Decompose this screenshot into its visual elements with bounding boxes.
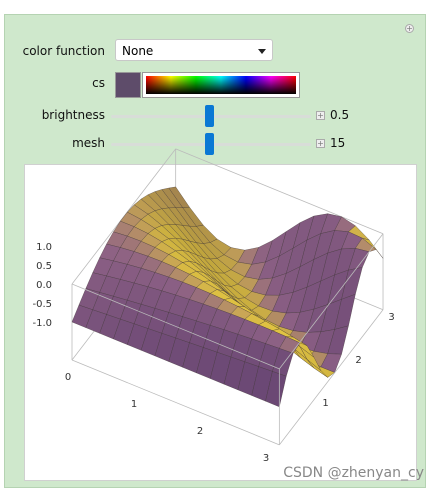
slider-value: 15 (330, 136, 346, 150)
box-edge (175, 148, 384, 235)
options-button[interactable]: + (405, 24, 414, 33)
gradient-swatch[interactable] (142, 72, 300, 98)
x-tick-label: 1 (131, 399, 137, 410)
expand-button[interactable]: + (316, 111, 325, 120)
dropdown[interactable]: None (115, 39, 273, 61)
z-tick-label: -1.0 (32, 318, 52, 329)
y-tick-label: 1 (322, 398, 328, 409)
slider-thumb[interactable] (205, 133, 214, 155)
x-tick-label: 2 (197, 426, 203, 437)
z-tick-label: -0.5 (32, 299, 52, 310)
x-tick-label: 3 (263, 453, 269, 464)
label: color function (22, 44, 105, 58)
box-edge (279, 309, 384, 446)
z-tick-label: 0.5 (36, 261, 52, 272)
y-tick-label: 2 (355, 355, 361, 366)
slider-thumb[interactable] (205, 105, 214, 127)
color-swatch[interactable] (115, 72, 141, 98)
z-tick-label: 0.0 (36, 280, 52, 291)
watermark: CSDN @zhenyan_cy (283, 465, 424, 481)
y-tick-label: 3 (388, 312, 394, 323)
slider-value: 0.5 (330, 108, 350, 122)
box-edge (71, 283, 280, 370)
gradient (146, 76, 296, 94)
x-tick-label: 0 (65, 372, 71, 383)
expand-button[interactable]: + (316, 139, 325, 148)
z-tick-label: 1.0 (36, 242, 52, 253)
label: cs (92, 76, 105, 90)
label: brightness (41, 108, 105, 122)
box-edge (279, 233, 384, 370)
box-edge (71, 359, 280, 446)
label: mesh (72, 136, 105, 150)
surface-patch (265, 371, 287, 408)
